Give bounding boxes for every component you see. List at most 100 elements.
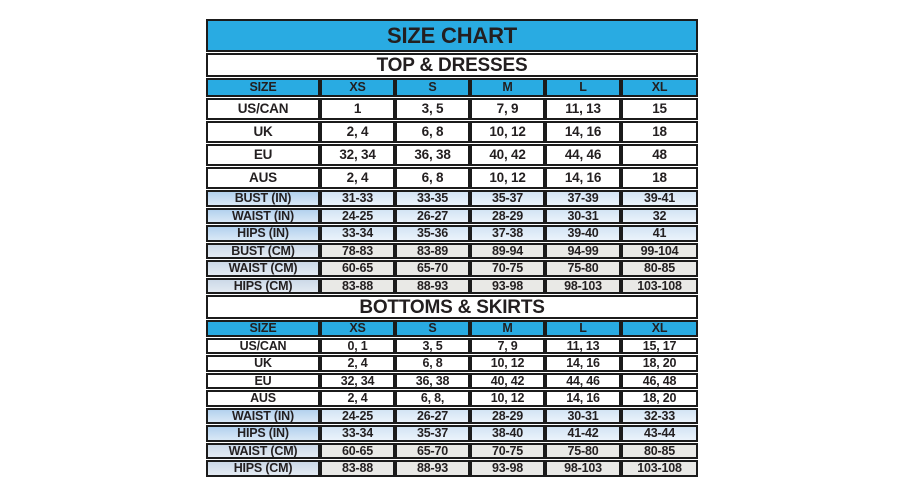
column-header-xl: XL xyxy=(621,78,699,97)
cell-value: 93-98 xyxy=(470,460,545,477)
column-header-xs: XS xyxy=(320,78,395,97)
cell-value: 24-25 xyxy=(320,207,395,224)
cell-value: 94-99 xyxy=(545,242,621,259)
cell-value: 14, 16 xyxy=(545,121,621,143)
cell-value: 35-36 xyxy=(395,225,470,242)
cell-value: 78-83 xyxy=(320,242,395,259)
cell-value: 2, 4 xyxy=(320,355,395,372)
cell-value: 41 xyxy=(621,225,699,242)
row-label: AUS xyxy=(206,167,320,189)
cell-value: 36, 38 xyxy=(395,144,470,166)
cell-value: 80-85 xyxy=(621,260,699,277)
table-row: EU 32, 34 36, 38 40, 42 44, 46 46, 48 xyxy=(206,372,699,389)
row-label: WAIST (CM) xyxy=(206,260,320,277)
column-header-xs: XS xyxy=(320,320,395,337)
cell-value: 88-93 xyxy=(395,277,470,294)
size-chart-table: SIZE CHART TOP & DRESSES SIZE XS S M L XL US/CAN… xyxy=(206,18,699,478)
cell-value: 99-104 xyxy=(621,242,699,259)
column-header-row: SIZE XS S M L XL xyxy=(206,320,699,337)
cell-value: 44, 46 xyxy=(545,372,621,389)
row-label: UK xyxy=(206,355,320,372)
cell-value: 41-42 xyxy=(545,425,621,442)
cell-value: 65-70 xyxy=(395,442,470,459)
cell-value: 7, 9 xyxy=(470,98,545,120)
cell-value: 83-88 xyxy=(320,460,395,477)
cell-value: 15, 17 xyxy=(621,337,699,354)
cell-value: 18, 20 xyxy=(621,355,699,372)
row-label: BUST (IN) xyxy=(206,190,320,207)
chart-title: SIZE CHART xyxy=(206,19,699,52)
cell-value: 11, 13 xyxy=(545,337,621,354)
column-header-m: M xyxy=(470,320,545,337)
cell-value: 18, 20 xyxy=(621,390,699,407)
column-header-row: SIZE XS S M L XL xyxy=(206,78,699,97)
table-row: AUS 2, 4 6, 8, 10, 12 14, 16 18, 20 xyxy=(206,390,699,407)
column-header-size: SIZE xyxy=(206,320,320,337)
column-header-m: M xyxy=(470,78,545,97)
section-title-row: BOTTOMS & SKIRTS xyxy=(206,295,699,319)
row-label: WAIST (IN) xyxy=(206,407,320,424)
cell-value: 11, 13 xyxy=(545,98,621,120)
row-label: EU xyxy=(206,144,320,166)
cell-value: 30-31 xyxy=(545,207,621,224)
cell-value: 44, 46 xyxy=(545,144,621,166)
table-row: BUST (CM) 78-83 83-89 89-94 94-99 99-104 xyxy=(206,242,699,259)
cell-value: 18 xyxy=(621,121,699,143)
table-row: HIPS (CM) 83-88 88-93 93-98 98-103 103-108 xyxy=(206,277,699,294)
cell-value: 24-25 xyxy=(320,407,395,424)
row-label: HIPS (CM) xyxy=(206,460,320,477)
section-title: TOP & DRESSES xyxy=(206,53,699,77)
row-label: EU xyxy=(206,372,320,389)
cell-value: 37-39 xyxy=(545,190,621,207)
cell-value: 70-75 xyxy=(470,442,545,459)
table-row: WAIST (CM) 60-65 65-70 70-75 75-80 80-85 xyxy=(206,442,699,459)
row-label: HIPS (IN) xyxy=(206,425,320,442)
column-header-l: L xyxy=(545,78,621,97)
cell-value: 60-65 xyxy=(320,260,395,277)
cell-value: 15 xyxy=(621,98,699,120)
cell-value: 70-75 xyxy=(470,260,545,277)
cell-value: 35-37 xyxy=(395,425,470,442)
row-label: WAIST (CM) xyxy=(206,442,320,459)
cell-value: 10, 12 xyxy=(470,390,545,407)
cell-value: 2, 4 xyxy=(320,390,395,407)
chart-title-row: SIZE CHART xyxy=(206,19,699,52)
cell-value: 32, 34 xyxy=(320,144,395,166)
cell-value: 83-89 xyxy=(395,242,470,259)
cell-value: 103-108 xyxy=(621,460,699,477)
row-label: WAIST (IN) xyxy=(206,207,320,224)
cell-value: 93-98 xyxy=(470,277,545,294)
table-row: AUS 2, 4 6, 8 10, 12 14, 16 18 xyxy=(206,167,699,189)
cell-value: 75-80 xyxy=(545,442,621,459)
table-row: HIPS (CM) 83-88 88-93 93-98 98-103 103-108 xyxy=(206,460,699,477)
section-title: BOTTOMS & SKIRTS xyxy=(206,295,699,319)
size-chart-body: SIZE CHART TOP & DRESSES SIZE XS S M L XL US/CAN… xyxy=(206,19,699,477)
cell-value: 3, 5 xyxy=(395,337,470,354)
cell-value: 75-80 xyxy=(545,260,621,277)
cell-value: 38-40 xyxy=(470,425,545,442)
cell-value: 40, 42 xyxy=(470,372,545,389)
cell-value: 30-31 xyxy=(545,407,621,424)
cell-value: 10, 12 xyxy=(470,355,545,372)
cell-value: 98-103 xyxy=(545,460,621,477)
column-header-s: S xyxy=(395,320,470,337)
cell-value: 60-65 xyxy=(320,442,395,459)
table-row: UK 2, 4 6, 8 10, 12 14, 16 18, 20 xyxy=(206,355,699,372)
table-row: HIPS (IN) 33-34 35-36 37-38 39-40 41 xyxy=(206,225,699,242)
cell-value: 32 xyxy=(621,207,699,224)
cell-value: 32, 34 xyxy=(320,372,395,389)
cell-value: 83-88 xyxy=(320,277,395,294)
table-row: UK 2, 4 6, 8 10, 12 14, 16 18 xyxy=(206,121,699,143)
table-row: WAIST (CM) 60-65 65-70 70-75 75-80 80-85 xyxy=(206,260,699,277)
cell-value: 80-85 xyxy=(621,442,699,459)
cell-value: 18 xyxy=(621,167,699,189)
cell-value: 26-27 xyxy=(395,407,470,424)
cell-value: 35-37 xyxy=(470,190,545,207)
cell-value: 33-34 xyxy=(320,425,395,442)
cell-value: 46, 48 xyxy=(621,372,699,389)
cell-value: 1 xyxy=(320,98,395,120)
cell-value: 65-70 xyxy=(395,260,470,277)
table-row: EU 32, 34 36, 38 40, 42 44, 46 48 xyxy=(206,144,699,166)
cell-value: 32-33 xyxy=(621,407,699,424)
